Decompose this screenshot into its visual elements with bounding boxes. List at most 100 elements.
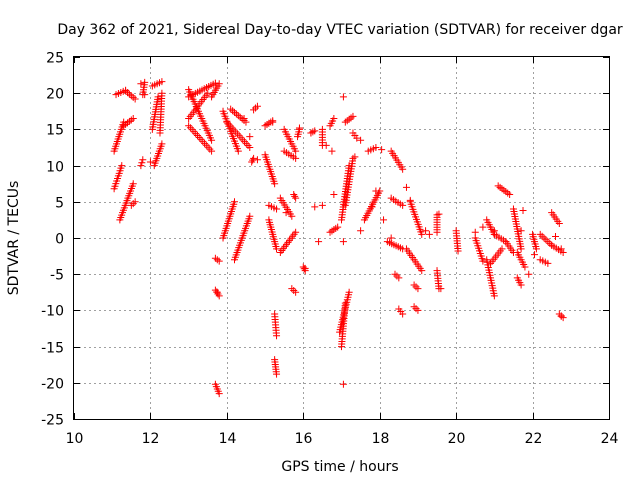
data-point [137,162,145,170]
data-point [292,288,300,296]
data-point [414,306,422,314]
data-point [372,144,380,151]
data-point [273,205,281,213]
y-tick-label: 0 [55,232,64,248]
data-point [253,102,261,110]
data-point [418,230,426,238]
data-point [517,245,525,253]
x-tick-label: 12 [142,431,160,447]
plot-area-border [73,56,610,420]
y-tick-label: 10 [46,160,64,176]
y-tick-label: 25 [46,51,64,67]
data-point [158,140,166,148]
data-point [525,270,533,278]
data-point [372,187,380,195]
data-point [292,228,300,236]
data-point [517,227,525,235]
data-point [490,227,498,235]
data-point [295,124,303,132]
y-axis-label: SDTVAR / TECUs [6,181,22,296]
data-point [357,136,365,144]
data-point [271,180,279,188]
data-point [215,80,223,88]
data-point [552,233,559,241]
data-point [334,223,342,231]
data-point [292,154,300,162]
data-point [399,201,407,209]
data-point [118,162,126,170]
data-point [131,198,139,206]
data-point [490,292,498,300]
data-point [215,390,223,398]
data-point [506,191,514,199]
data-point [345,288,353,296]
data-point [208,147,216,155]
y-tick-label: 20 [46,87,64,103]
x-tick-label: 24 [601,431,619,447]
data-point [519,206,527,214]
grid-lines [74,57,609,419]
y-tick-label: -15 [41,341,64,357]
data-point [557,312,565,320]
data-point [357,227,365,235]
data-point [273,245,281,253]
data-point [339,238,347,246]
data-point [129,180,137,188]
data-point [339,93,347,101]
y-tick-label: -25 [41,413,64,429]
data-point [129,115,137,123]
data-point [315,238,323,246]
data-point [353,134,361,142]
data-point [273,332,281,340]
data-point [339,380,347,388]
data-point [311,203,319,211]
y-tick-label: -10 [41,304,64,320]
data-point [301,264,309,272]
data-point [248,158,256,166]
x-tick-label: 14 [219,431,237,447]
data-point [422,227,430,235]
data-point [387,234,395,242]
y-tick-label: 15 [46,123,64,139]
data-point [288,212,296,220]
data-point [479,257,487,265]
data-point [154,93,162,101]
data-point [330,115,338,123]
data-point [292,147,300,155]
data-point [479,223,487,231]
data-point [351,153,359,161]
data-point [240,115,248,123]
data-point [395,274,403,282]
data-point [269,118,277,126]
data-point [131,95,139,103]
data-point [555,220,563,228]
data-point [273,370,281,378]
x-tick-label: 10 [66,431,84,447]
data-point [328,147,336,155]
data-point [246,133,254,141]
data-point [282,209,290,217]
data-point [530,251,538,259]
data-point [141,78,149,86]
data-point [399,165,407,173]
data-point [433,228,441,236]
data-point [544,259,552,267]
data-point [322,141,330,149]
data-point [246,144,254,151]
data-point [234,147,242,155]
data-point [318,201,326,209]
data-point [139,156,147,164]
data-point [521,263,529,271]
data-point [208,136,216,144]
data-point [418,267,426,275]
data-point [425,230,433,238]
x-tick-label: 22 [525,431,543,447]
data-point [437,285,445,293]
data-point [311,127,319,135]
data-point [557,245,565,253]
data-point [414,285,422,293]
data-point [406,196,414,204]
data-point [158,78,166,86]
data-point [246,212,254,220]
data-point [215,257,223,265]
